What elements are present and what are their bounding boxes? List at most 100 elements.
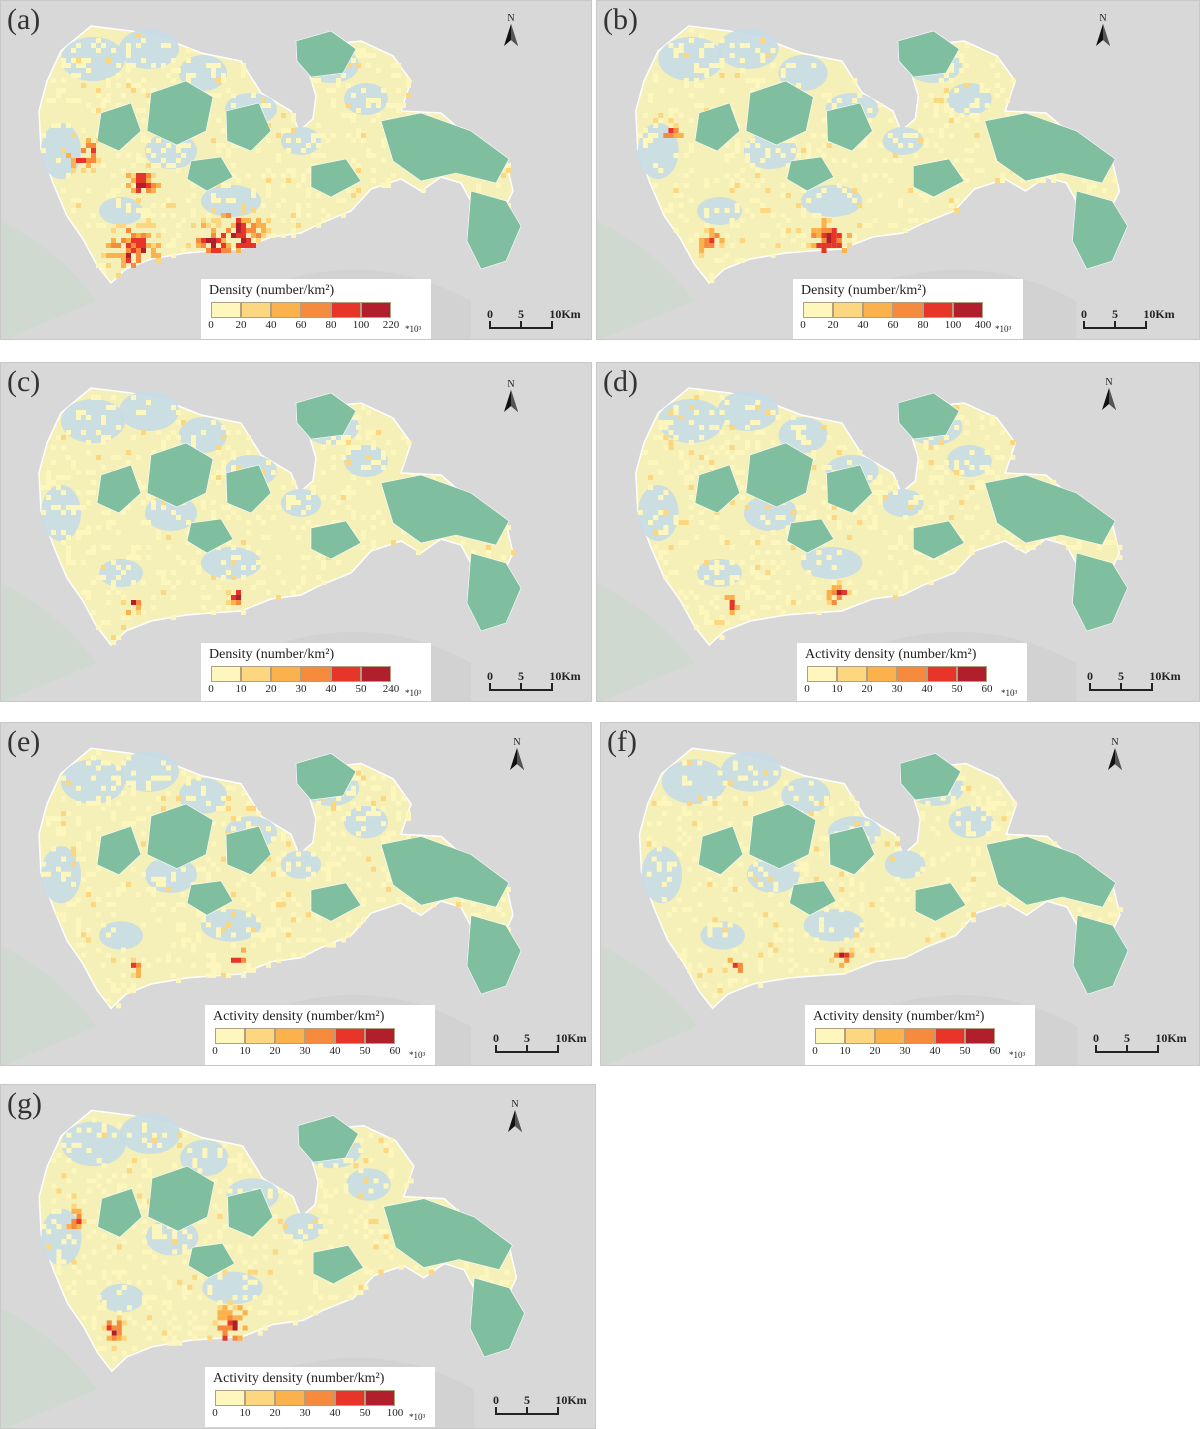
density-cell bbox=[737, 962, 743, 968]
density-cell bbox=[642, 143, 649, 148]
density-cell bbox=[753, 780, 759, 786]
density-cell bbox=[191, 73, 196, 78]
density-cell bbox=[126, 505, 131, 510]
density-cell bbox=[727, 983, 733, 989]
density-cell bbox=[836, 550, 842, 555]
density-cell bbox=[818, 851, 824, 857]
density-cell bbox=[96, 430, 101, 435]
density-cell bbox=[734, 223, 740, 228]
density-cell bbox=[61, 445, 66, 450]
density-cell bbox=[236, 430, 241, 435]
density-cell bbox=[171, 972, 176, 978]
density-cell bbox=[984, 465, 990, 470]
legend-swatches bbox=[215, 1028, 429, 1044]
density-cell bbox=[146, 138, 151, 143]
density-cell bbox=[732, 977, 738, 984]
density-cell bbox=[316, 193, 321, 198]
density-cell bbox=[744, 425, 751, 430]
density-cell bbox=[714, 233, 720, 238]
density-cell bbox=[775, 415, 781, 420]
density-cell bbox=[131, 785, 136, 791]
density-cell bbox=[91, 108, 96, 113]
density-cell bbox=[682, 957, 688, 963]
density-cell bbox=[663, 133, 669, 138]
density-cell bbox=[1117, 555, 1123, 560]
north-label: N bbox=[507, 379, 515, 390]
density-cell bbox=[811, 133, 817, 138]
density-cell bbox=[734, 138, 740, 143]
density-cell bbox=[106, 800, 111, 806]
density-cell bbox=[101, 43, 106, 48]
density-cell bbox=[918, 138, 924, 143]
density-cell bbox=[923, 103, 929, 108]
density-cell bbox=[237, 1158, 243, 1164]
density-cell bbox=[206, 952, 211, 958]
density-cell bbox=[406, 83, 411, 88]
density-cell bbox=[331, 805, 336, 812]
scale-bar-tick bbox=[1145, 321, 1147, 329]
density-cell bbox=[241, 790, 246, 796]
density-cell bbox=[821, 238, 827, 243]
density-cell bbox=[744, 445, 751, 450]
density-cell bbox=[231, 465, 236, 470]
density-cell bbox=[221, 233, 226, 238]
density-cell bbox=[161, 760, 166, 766]
forest-area bbox=[312, 1244, 364, 1285]
density-cell bbox=[276, 917, 281, 923]
density-cell bbox=[216, 143, 221, 148]
density-cell bbox=[970, 831, 976, 837]
density-cell bbox=[658, 495, 664, 500]
density-cell bbox=[261, 535, 266, 540]
density-cell bbox=[76, 1213, 82, 1219]
density-cell bbox=[171, 405, 176, 410]
density-cell bbox=[1086, 188, 1092, 193]
density-cell bbox=[742, 775, 748, 781]
density-cell bbox=[266, 103, 271, 108]
density-cell bbox=[166, 43, 171, 48]
density-cell bbox=[121, 615, 126, 620]
density-cell bbox=[221, 465, 226, 470]
density-cell bbox=[760, 208, 766, 213]
density-cell bbox=[171, 203, 176, 208]
density-cell bbox=[386, 836, 391, 842]
density-cell bbox=[648, 138, 654, 143]
density-cell bbox=[673, 133, 679, 138]
density-cell bbox=[251, 93, 256, 98]
density-cell bbox=[765, 188, 771, 193]
density-cell bbox=[388, 1254, 394, 1260]
density-cell bbox=[136, 1279, 142, 1285]
density-cell bbox=[391, 450, 396, 455]
density-cell bbox=[136, 1193, 142, 1199]
density-cell bbox=[371, 866, 376, 872]
scale-bar: 0 5 10Km bbox=[487, 307, 589, 335]
density-cell bbox=[974, 480, 980, 485]
density-cell bbox=[461, 897, 466, 903]
density-cell bbox=[398, 1264, 404, 1270]
density-cell bbox=[326, 440, 331, 445]
density-cell bbox=[872, 520, 878, 525]
density-cell bbox=[889, 856, 895, 862]
density-cell bbox=[910, 922, 916, 928]
sea-area bbox=[1, 1308, 97, 1428]
density-cell bbox=[281, 891, 286, 898]
density-cell bbox=[760, 605, 766, 610]
density-cell bbox=[368, 1203, 374, 1209]
density-cell bbox=[780, 233, 786, 238]
density-cell bbox=[704, 183, 710, 188]
density-cell bbox=[172, 1325, 178, 1331]
density-cell bbox=[161, 158, 166, 163]
legend-swatch bbox=[215, 1390, 245, 1406]
density-cell bbox=[704, 238, 710, 243]
density-cell bbox=[211, 821, 216, 827]
density-cell bbox=[146, 148, 151, 153]
density-cell bbox=[386, 886, 391, 892]
density-cell bbox=[755, 173, 761, 178]
density-cell bbox=[778, 937, 784, 943]
density-cell bbox=[948, 203, 955, 208]
density-cell bbox=[131, 972, 136, 978]
north-label: N bbox=[1099, 13, 1107, 24]
density-cell bbox=[928, 128, 934, 133]
density-cell bbox=[363, 1218, 369, 1225]
density-cell bbox=[729, 183, 735, 188]
density-cell bbox=[211, 198, 216, 203]
